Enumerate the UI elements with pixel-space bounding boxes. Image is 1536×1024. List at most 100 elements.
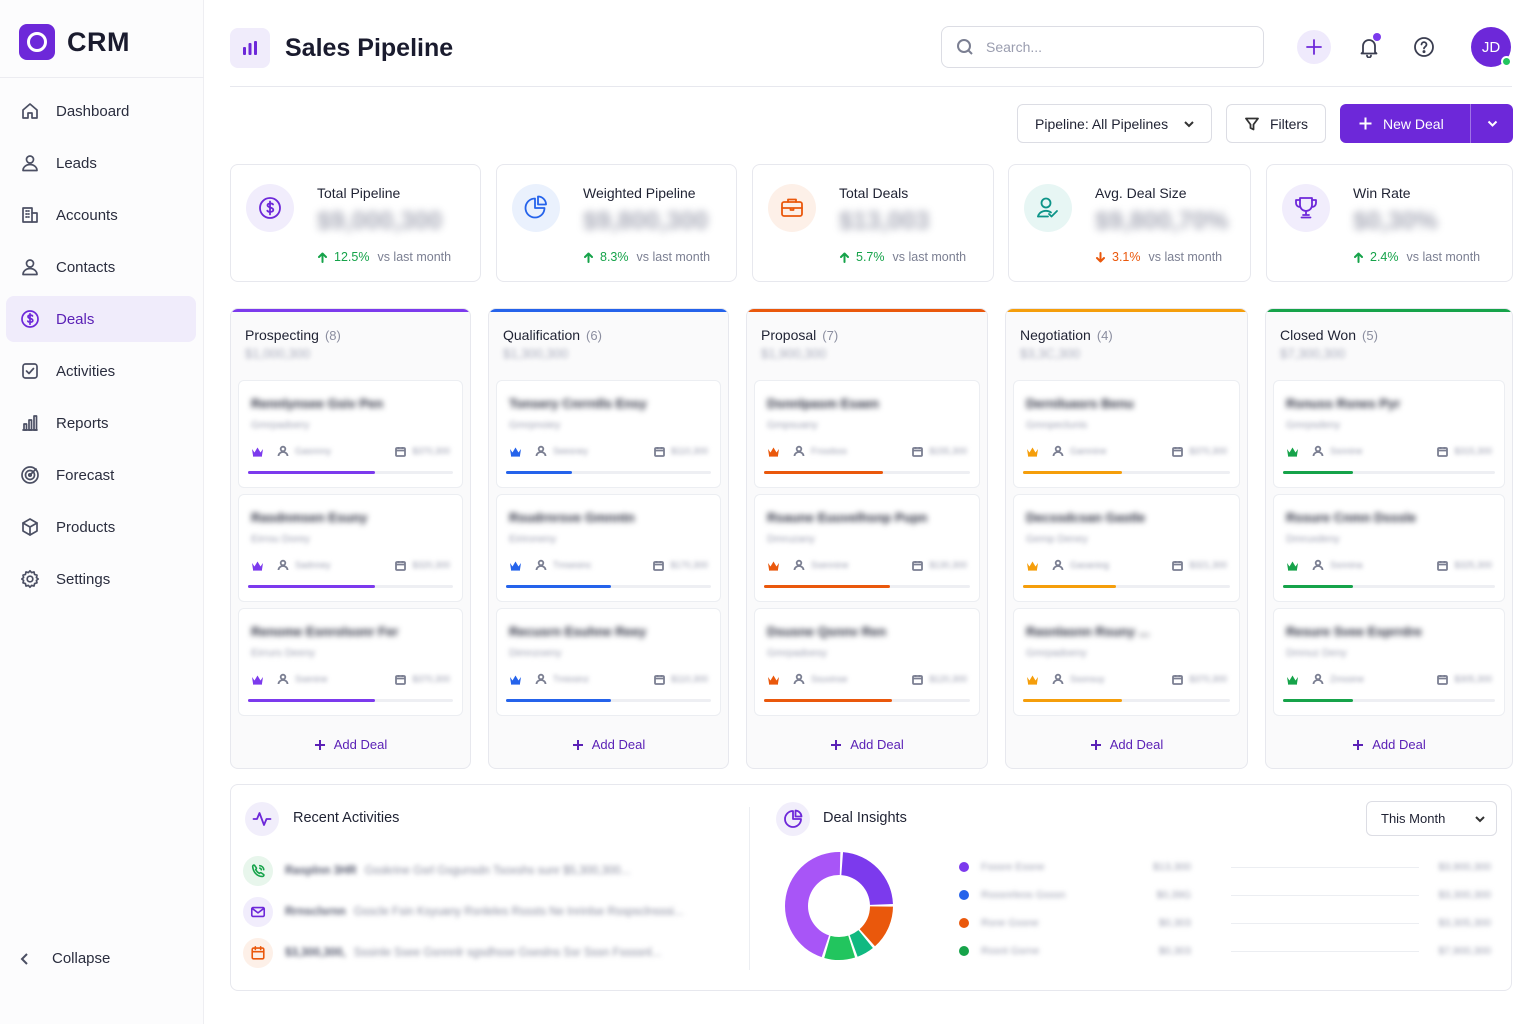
phone-icon — [243, 856, 273, 886]
sidebar-item-activities[interactable]: Activities — [6, 348, 196, 394]
checkbox-icon — [22, 363, 38, 379]
legend-amount: $3,305,300 — [1438, 917, 1491, 929]
donut-segment[interactable] — [859, 906, 893, 947]
new-deal-dropdown-button[interactable] — [1471, 104, 1513, 143]
activity-item[interactable]: $3,300,300, Sssinle Ssee Gsnnnlr sgsdhsse… — [243, 938, 661, 968]
sidebar-item-products[interactable]: Products — [6, 504, 196, 550]
add-deal-button[interactable]: Add Deal — [747, 737, 987, 752]
deal-owner: Ssenine — [295, 674, 328, 684]
deal-progress-bar — [1283, 471, 1495, 474]
avatar[interactable]: JD — [1471, 27, 1512, 67]
add-deal-label: Add Deal — [591, 737, 646, 752]
add-deal-button[interactable]: Add Deal — [1006, 737, 1247, 752]
donut-segment[interactable] — [841, 852, 893, 905]
legend-line — [1231, 950, 1419, 952]
stat-label: Total Pipeline — [317, 185, 401, 201]
sidebar-item-contacts[interactable]: Contacts — [6, 244, 196, 290]
deal-amount: $110,300 — [671, 674, 708, 684]
filters-button[interactable]: Filters — [1226, 104, 1326, 143]
add-deal-button[interactable]: Add Deal — [231, 737, 470, 752]
calendar-icon — [654, 674, 666, 685]
deal-meta: Gaoaniog $321,300 — [1026, 559, 1227, 571]
deal-card[interactable]: Tonsery Cnrrnlls Ensy Gmrpnoiey Seesney $11… — [496, 380, 721, 488]
donut-segment[interactable] — [785, 852, 841, 958]
deal-card[interactable]: Rssure Cnmn Dsssle Dmruxdeny Ssnnina $325,3… — [1273, 494, 1505, 602]
sidebar-item-forecast[interactable]: Forecast — [6, 452, 196, 498]
deal-company: Dmnuz Deny — [1286, 647, 1347, 659]
column-negotiation: Negotiation (4) $3,3C,300 Derniluasrs Benu G… — [1005, 308, 1248, 769]
plus-icon — [1359, 117, 1372, 130]
deal-card[interactable]: Renome Esnrolsonr Fer Eirrurs Deeny Ssenin… — [238, 608, 463, 716]
deal-name: Rennlynsee Gsiv Pen — [251, 396, 384, 411]
deal-card[interactable]: Rasdnmsen Esuny Eirrou Dorey Sadnney $320,3… — [238, 494, 463, 602]
deal-name: Rssure Cnmn Dsssle — [1286, 510, 1417, 525]
column-title-text: Proposal — [761, 327, 817, 343]
donut-segment[interactable] — [824, 935, 856, 960]
arrow-up-icon — [318, 252, 327, 263]
crown-icon — [252, 675, 263, 685]
deal-card[interactable]: Rsaune Euuvelhsnp Pupn Dmruzany Ssennine $1… — [754, 494, 980, 602]
stat-change-suffix: vs last month — [377, 250, 452, 264]
deal-card[interactable]: Decssdcsan Gastle Gemp Deney Gaoaniog $321,… — [1013, 494, 1240, 602]
user-icon — [22, 259, 38, 276]
sidebar-item-deals[interactable]: Deals — [6, 296, 196, 342]
deal-owner: Ssonsuy — [1070, 674, 1105, 684]
pipeline-select[interactable]: Pipeline: All Pipelines — [1017, 104, 1212, 143]
activity-item[interactable]: Rrnsclsrnn Gsscle Fsin Ksyuany Rsnleles R… — [243, 897, 683, 927]
legend-dot — [959, 862, 969, 872]
stat-label: Avg. Deal Size — [1095, 185, 1187, 201]
deal-card[interactable]: Rennlynsee Gsiv Pen Gmrpadoery Gasnnny $370… — [238, 380, 463, 488]
calendar-icon — [1437, 674, 1449, 685]
period-select[interactable]: This Month — [1366, 801, 1497, 836]
deal-owner: Ssennine — [811, 560, 849, 570]
sidebar-item-label: Contacts — [56, 258, 116, 276]
sidebar-item-reports[interactable]: Reports — [6, 400, 196, 446]
sidebar-item-accounts[interactable]: Accounts — [6, 192, 196, 238]
sidebar-item-dashboard[interactable]: Dashboard — [6, 88, 196, 134]
column-count: (7) — [822, 328, 839, 343]
column-total: $1,900,300 — [761, 346, 827, 361]
column-count: (5) — [1362, 328, 1378, 343]
crown-icon — [510, 561, 521, 571]
deal-card[interactable]: Recusrn Esuhne Reey Dimnzoeny Tmiosinz $110… — [496, 608, 721, 716]
deal-card[interactable]: Rasnlasnn Rsuny ... Gmrpadoeny Ssonsuy $370… — [1013, 608, 1240, 716]
notifications-button[interactable] — [1352, 30, 1386, 64]
deal-card[interactable]: Rsudrnrsve Gmnntn Eirironeny Tmsesinc $170,… — [496, 494, 721, 602]
deal-card[interactable]: Dsusne Qsnnv Ren Gmrpadoesy Ssuvinse $120,3… — [754, 608, 980, 716]
column-title-text: Negotiation — [1020, 327, 1091, 343]
activity-item[interactable]: Rasplnn 3HR Gsskrine Gsrl Gsgunsdn Tsoxsh… — [243, 856, 630, 886]
deal-card[interactable]: Rsnuss Rsnes Pyr Gmrpsdeny Ssnnine $315,300 — [1273, 380, 1505, 488]
sidebar-item-leads[interactable]: Leads — [6, 140, 196, 186]
help-button[interactable] — [1407, 30, 1441, 64]
donut-segment[interactable] — [849, 930, 873, 957]
deal-amount: $320,300 — [412, 560, 450, 570]
user-icon — [22, 155, 38, 172]
column-title: Negotiation (4) — [1020, 327, 1113, 343]
deal-card[interactable]: Dsnnlpasm Esaen Gmpsuany Frssdsss $155,300 — [754, 380, 980, 488]
deal-meta: Gamnine $370,300 — [1026, 445, 1227, 457]
column-total: $1,300,300 — [503, 346, 569, 361]
collapse-button[interactable]: Collapse — [18, 950, 110, 967]
user-icon — [277, 673, 289, 685]
add-deal-button[interactable]: Add Deal — [1266, 737, 1512, 752]
deal-meta: Ssnnine $315,300 — [1286, 445, 1492, 457]
search-input[interactable] — [986, 39, 1236, 55]
legend-line — [1231, 866, 1419, 868]
deal-progress-bar — [1023, 699, 1230, 702]
new-deal-button[interactable]: New Deal — [1340, 104, 1471, 143]
bar-chart-icon — [243, 41, 257, 55]
deal-amount: $155,300 — [929, 446, 967, 456]
deal-name: Tonsery Cnrrnlls Ensy — [509, 396, 647, 411]
stat-change-suffix: vs last month — [1406, 250, 1481, 264]
deal-card[interactable]: Derniluasrs Benu Gmnpeclunis Gamnine $370,3… — [1013, 380, 1240, 488]
brand[interactable]: CRM — [19, 24, 130, 60]
deal-progress-bar — [248, 471, 453, 474]
deal-card[interactable]: Resure Svee Esprrdre Dmnuz Deny Zmssine $30… — [1273, 608, 1505, 716]
period-select-label: This Month — [1381, 811, 1446, 826]
search-box[interactable] — [941, 26, 1264, 68]
add-deal-button[interactable]: Add Deal — [489, 737, 728, 752]
add-button[interactable] — [1297, 30, 1331, 64]
sidebar-item-settings[interactable]: Settings — [6, 556, 196, 602]
deal-meta: Ssennine $130,300 — [767, 559, 967, 571]
deal-owner: Tmiosinz — [553, 674, 590, 684]
